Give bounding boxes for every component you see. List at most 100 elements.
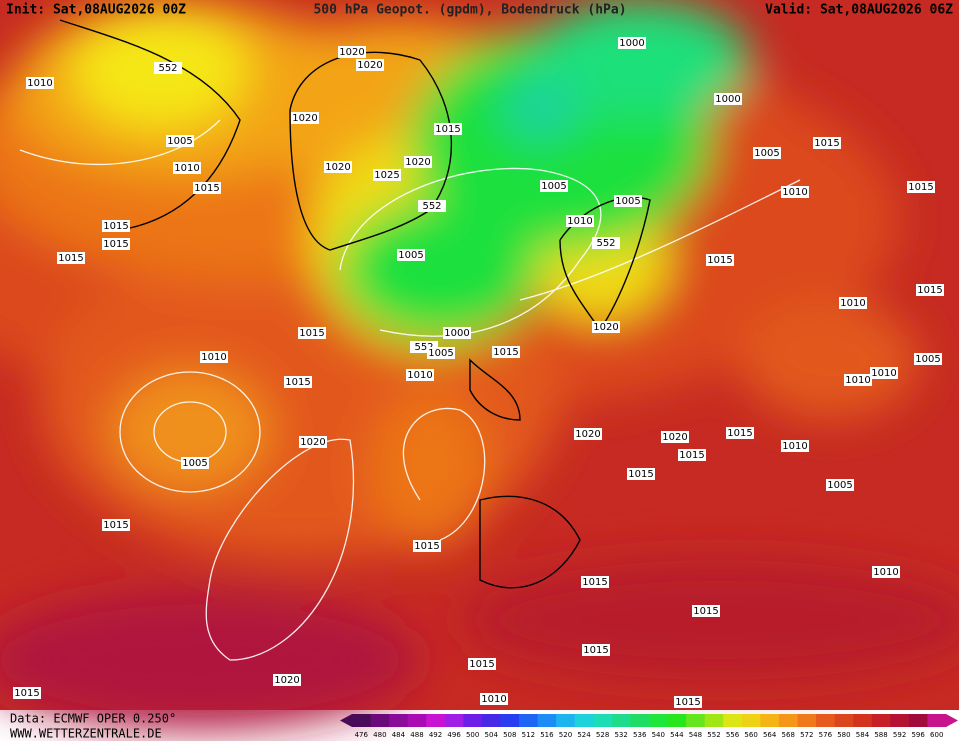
isobar-label: 552 bbox=[422, 201, 441, 212]
isobar-label: 1015 bbox=[285, 377, 310, 388]
isobar-label-box bbox=[356, 59, 384, 71]
isobar-label-box bbox=[418, 200, 446, 212]
isobar-label: 1015 bbox=[58, 253, 83, 264]
scale-label: 504 bbox=[485, 731, 499, 739]
scale-swatch bbox=[519, 714, 539, 727]
isobar-label-box bbox=[781, 440, 809, 452]
scale-swatch bbox=[389, 714, 409, 727]
isobar-label-box bbox=[753, 147, 781, 159]
isobar-label: 552 bbox=[414, 342, 433, 353]
scale-swatch bbox=[574, 714, 594, 727]
scale-arrow-right bbox=[946, 714, 958, 727]
isobar-label-box bbox=[404, 156, 432, 168]
isobar-label-box bbox=[338, 46, 366, 58]
isobar-label: 1015 bbox=[908, 182, 933, 193]
scale-label: 492 bbox=[429, 731, 442, 739]
isobar-label-box bbox=[839, 297, 867, 309]
isobar-label-box bbox=[870, 367, 898, 379]
scale-label: 540 bbox=[652, 731, 665, 739]
isobar-label: 1015 bbox=[693, 606, 718, 617]
isobar-label: 1005 bbox=[827, 480, 852, 491]
isobar-label-box bbox=[692, 605, 720, 617]
isobar-label: 1010 bbox=[845, 375, 870, 386]
isobar-label: 1005 bbox=[615, 196, 640, 207]
scale-swatch bbox=[370, 714, 390, 727]
scale-label: 508 bbox=[503, 731, 516, 739]
isobar-label: 1015 bbox=[917, 285, 942, 296]
scale-label: 532 bbox=[614, 731, 627, 739]
isobar-label: 1020 bbox=[339, 47, 364, 58]
color-scale: 476 480 484 488 492 496 500 504 508 512 516 520 524 5… bbox=[340, 714, 958, 739]
scale-label: 512 bbox=[522, 731, 535, 739]
isobar-label: 1015 bbox=[675, 697, 700, 708]
scale-swatch bbox=[760, 714, 780, 727]
valid-time: Valid: Sat,08AUG2026 06Z bbox=[765, 3, 953, 18]
isobar-label-box bbox=[813, 137, 841, 149]
isobar-label-box bbox=[406, 369, 434, 381]
isobar-label: 1010 bbox=[782, 187, 807, 198]
isobar-label-box bbox=[154, 62, 182, 74]
scale-label: 572 bbox=[800, 731, 813, 739]
scale-swatch bbox=[537, 714, 557, 727]
map-title: 500 hPa Geopot. (gpdm), Bodendruck (hPa) bbox=[313, 3, 626, 18]
scale-swatch bbox=[741, 714, 761, 727]
isobar-label: 1020 bbox=[357, 60, 382, 71]
isobar-label-box bbox=[434, 123, 462, 135]
isobar-label-box bbox=[726, 427, 754, 439]
scale-swatch bbox=[649, 714, 669, 727]
isobar-label-box bbox=[826, 479, 854, 491]
isobar-label: 1015 bbox=[493, 347, 518, 358]
isobar-label: 1015 bbox=[414, 541, 439, 552]
isobar-label: 1015 bbox=[582, 577, 607, 588]
isobar-label: 1020 bbox=[405, 157, 430, 168]
scale-swatch bbox=[407, 714, 427, 727]
scale-swatch bbox=[481, 714, 501, 727]
isobar-label-box bbox=[200, 351, 228, 363]
isobar-label-box bbox=[674, 696, 702, 708]
isobar-label-box bbox=[193, 182, 221, 194]
isobar-label: 1020 bbox=[274, 675, 299, 686]
isobar-label-box bbox=[57, 252, 85, 264]
isobar-label-box bbox=[566, 215, 594, 227]
isobar-label-box bbox=[324, 161, 352, 173]
scale-label: 548 bbox=[689, 731, 702, 739]
isobar-label: 1010 bbox=[873, 567, 898, 578]
scale-label: 476 bbox=[355, 731, 369, 739]
isobar-label: 1015 bbox=[299, 328, 324, 339]
isobar-label-box bbox=[581, 576, 609, 588]
isobar-label: 1015 bbox=[583, 645, 608, 656]
isobar-label: 1005 bbox=[754, 148, 779, 159]
scale-label: 528 bbox=[596, 731, 609, 739]
isobar-label-box bbox=[273, 674, 301, 686]
isobar-label-box bbox=[582, 644, 610, 656]
isobar-label: 1010 bbox=[871, 368, 896, 379]
scale-swatch bbox=[890, 714, 910, 727]
isobar-label-box bbox=[492, 346, 520, 358]
scale-swatch bbox=[816, 714, 836, 727]
isobar-label-box bbox=[781, 186, 809, 198]
isobar-label-box bbox=[427, 347, 455, 359]
scale-label: 588 bbox=[874, 731, 887, 739]
isobar-label-box bbox=[298, 327, 326, 339]
init-time: Init: Sat,08AUG2026 00Z bbox=[6, 3, 186, 18]
scale-swatch bbox=[853, 714, 873, 727]
isobar-label: 1015 bbox=[103, 520, 128, 531]
isobar-label: 1010 bbox=[481, 694, 506, 705]
scale-swatch bbox=[723, 714, 743, 727]
isobar-label: 1010 bbox=[567, 216, 592, 227]
isobar-label: 1005 bbox=[915, 354, 940, 365]
isobar-label: 1010 bbox=[27, 78, 52, 89]
isobar-label-box bbox=[102, 220, 130, 232]
isobar-label-box bbox=[166, 135, 194, 147]
isobar-label: 1005 bbox=[167, 136, 192, 147]
isobar-label-box bbox=[284, 376, 312, 388]
scale-swatch bbox=[593, 714, 613, 727]
isobar-label: 1000 bbox=[715, 94, 740, 105]
scale-label: 536 bbox=[633, 731, 647, 739]
scale-label: 564 bbox=[763, 731, 777, 739]
scale-swatch bbox=[500, 714, 520, 727]
scale-swatch bbox=[667, 714, 687, 727]
isobar-label-box bbox=[102, 238, 130, 250]
isobar-label-box bbox=[373, 169, 401, 181]
